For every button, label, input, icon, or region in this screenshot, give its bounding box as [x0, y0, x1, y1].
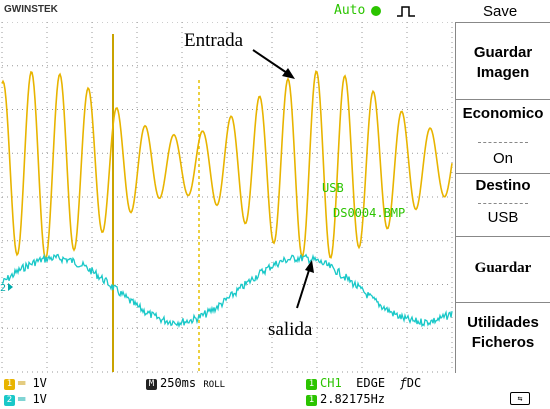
menu-item-label: Guardar [456, 258, 550, 278]
overlay-text: USB [322, 181, 344, 195]
freq-icon: 1 [306, 395, 317, 406]
menu-title: Save [483, 3, 517, 20]
annotation-arrow [253, 50, 290, 75]
acq-mode: ROLL [203, 380, 225, 390]
menu-dotted-separator [478, 142, 528, 143]
waveform-display: 2 USB DS0004.BMP Entrada salida [0, 22, 455, 373]
annotation: salida [268, 319, 313, 340]
trigger-type: EDGE [356, 376, 385, 390]
run-mode: Auto [334, 3, 365, 18]
frequency-value: 2.82175Hz [320, 392, 385, 406]
annotation-arrowhead [282, 68, 295, 79]
menu-item-value: On [456, 150, 550, 167]
menu-item[interactable]: Guardar [456, 258, 550, 278]
trigger-icon [396, 4, 416, 18]
menu-item[interactable]: Economico [456, 104, 550, 124]
menu-item-label: Guardar [456, 43, 550, 63]
menu-separator [456, 99, 550, 100]
menu-separator [456, 302, 550, 303]
oscilloscope-screen: GWINSTEK Auto Save 2 USB DS0004.BMP Entrada… [0, 0, 550, 409]
trigger-source: CH1 [320, 376, 342, 390]
ch2-scale-value: 1V [32, 392, 46, 406]
trigger-ch-icon: 1 [306, 379, 317, 390]
menu-separator [456, 236, 550, 237]
menu-item-label: Ficheros [456, 333, 550, 353]
usb-icon: ⇆ [510, 392, 530, 405]
menu-item-label: Utilidades [456, 313, 550, 333]
menu-item-label: Economico [456, 104, 550, 124]
menu-dotted-separator [478, 203, 528, 204]
mode-dot [371, 6, 381, 16]
ch1-icon: 1 [4, 379, 15, 390]
menu-separator [456, 173, 550, 174]
ch1-scale-value: 1V [32, 376, 46, 390]
ch2-trace [2, 255, 452, 326]
ch1-trace [2, 71, 452, 258]
ch2-icon: 2 [4, 395, 15, 406]
annotation-arrow [297, 267, 310, 308]
brand: GWINSTEK [4, 4, 58, 15]
timebase-value: 250ms [160, 376, 196, 390]
menu-item-value: USB [456, 209, 550, 226]
menu-item-label: Destino [456, 176, 550, 196]
menu-item[interactable]: Destino [456, 176, 550, 196]
annotation: Entrada [184, 30, 244, 51]
ch1-scale: 1═ 1V [4, 376, 47, 390]
menu-separator [456, 22, 550, 23]
ch2-marker: 2 [0, 283, 6, 294]
ch2-scale: 2═ 1V [4, 392, 47, 406]
timebase-icon: M [146, 379, 157, 390]
coupling: DC [407, 376, 421, 390]
menu-item-label: Imagen [456, 63, 550, 83]
overlay-text: DS0004.BMP [333, 206, 405, 220]
